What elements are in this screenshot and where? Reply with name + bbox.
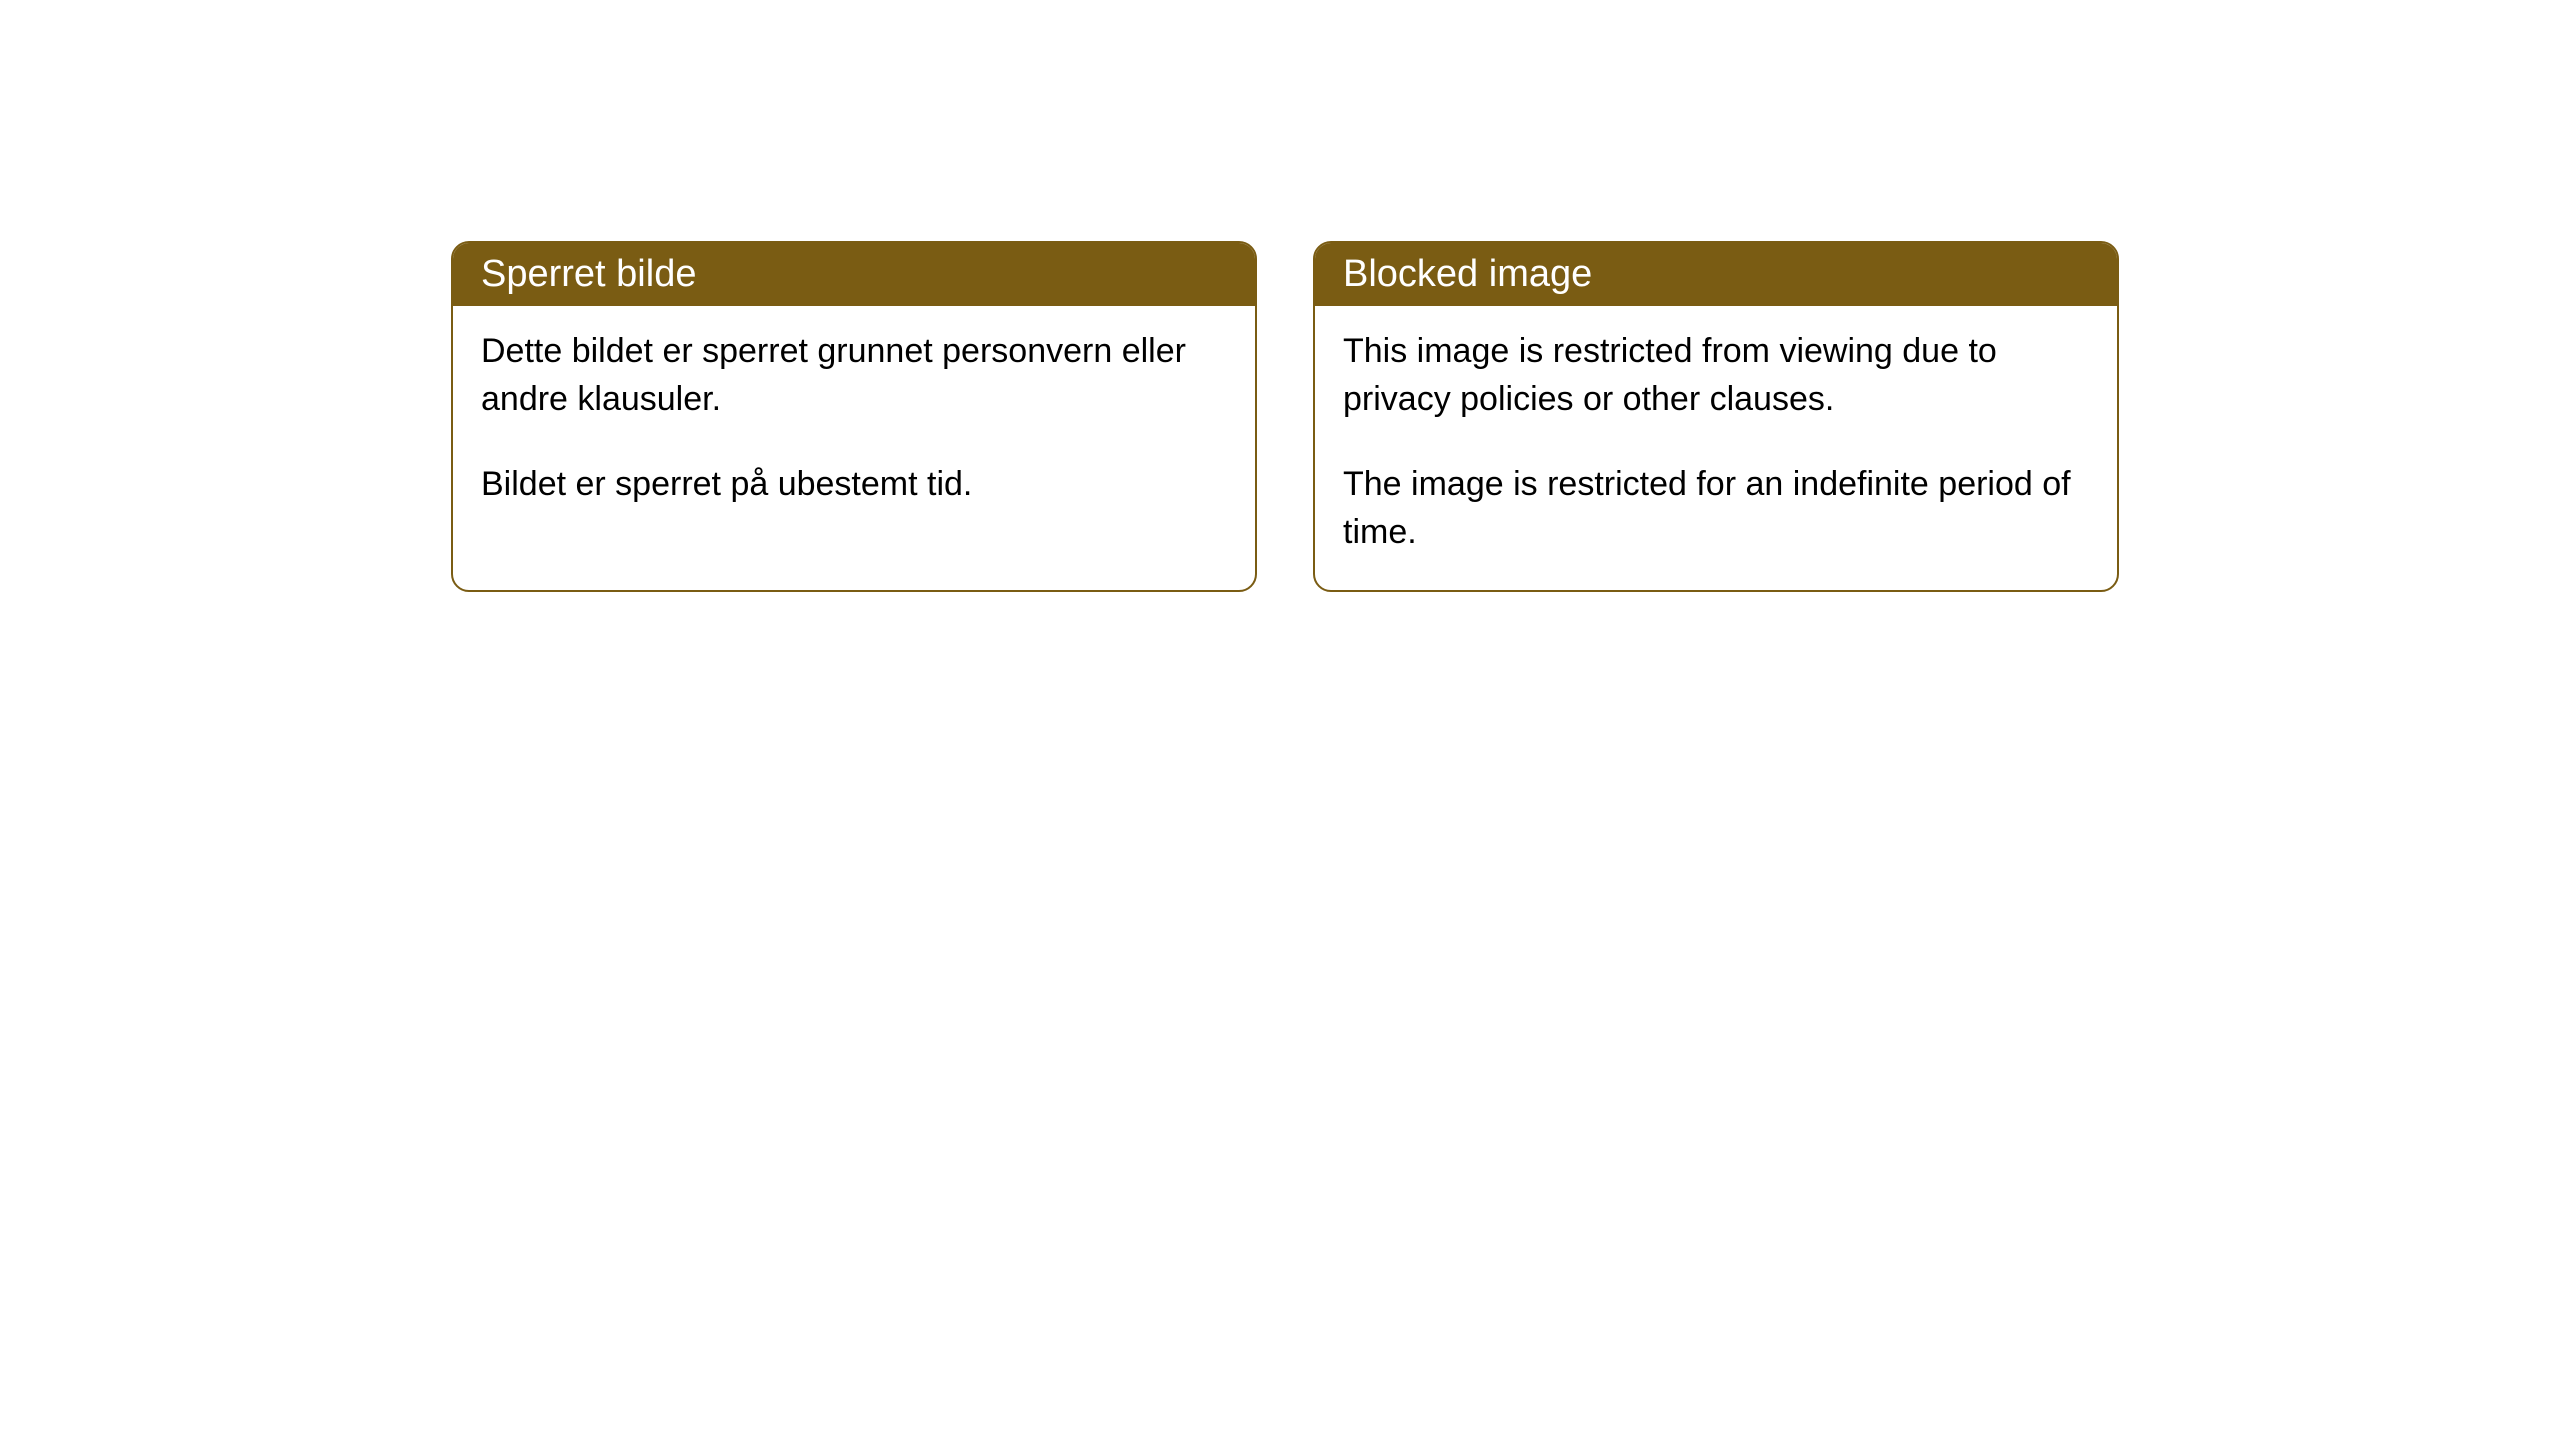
card-header: Blocked image	[1315, 243, 2117, 306]
card-title: Sperret bilde	[481, 253, 696, 295]
notice-cards-container: Sperret bilde Dette bildet er sperret gr…	[451, 241, 2119, 592]
notice-card-english: Blocked image This image is restricted f…	[1313, 241, 2119, 592]
card-body: Dette bildet er sperret grunnet personve…	[453, 306, 1255, 543]
card-header: Sperret bilde	[453, 243, 1255, 306]
card-paragraph: This image is restricted from viewing du…	[1343, 328, 2089, 423]
notice-card-norwegian: Sperret bilde Dette bildet er sperret gr…	[451, 241, 1257, 592]
card-title: Blocked image	[1343, 253, 1592, 295]
card-body: This image is restricted from viewing du…	[1315, 306, 2117, 590]
card-paragraph: Bildet er sperret på ubestemt tid.	[481, 461, 1227, 509]
card-paragraph: Dette bildet er sperret grunnet personve…	[481, 328, 1227, 423]
card-paragraph: The image is restricted for an indefinit…	[1343, 461, 2089, 556]
